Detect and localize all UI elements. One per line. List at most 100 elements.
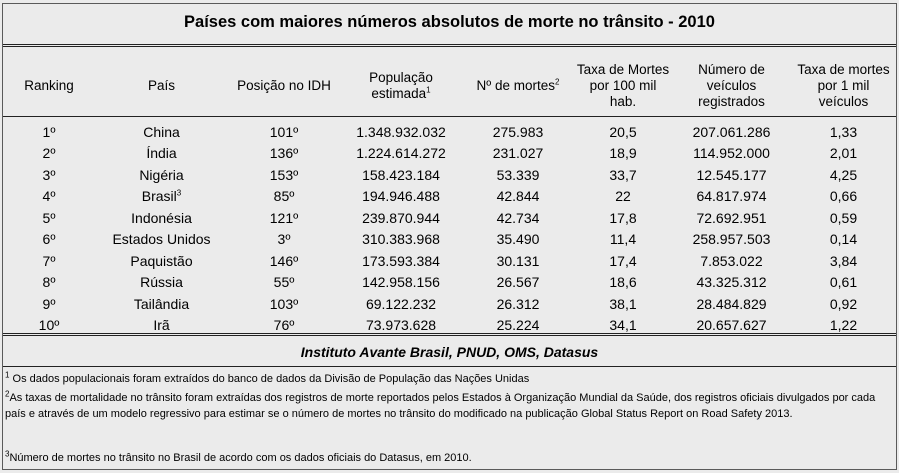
cell-rank-text: 5º bbox=[42, 209, 56, 226]
footnote-3-text: Número de mortes no trânsito no Brasil d… bbox=[9, 452, 472, 464]
cell-veiculos: 114.952.000 bbox=[672, 143, 791, 165]
cell-mortes-text: 53.339 bbox=[496, 166, 540, 183]
cell-rank-text: 8º bbox=[42, 274, 56, 291]
cell-populacao-text: 142.958.156 bbox=[362, 274, 440, 291]
cell-rank: 1º bbox=[3, 117, 95, 143]
cell-taxa-veic: 2,01 bbox=[791, 143, 896, 165]
cell-taxa-veic-text: 4,25 bbox=[829, 166, 858, 183]
cell-pais: Paquistão bbox=[95, 250, 228, 272]
header-populacao: População estimada1 bbox=[340, 55, 462, 117]
cell-taxa-veic-text: 0,14 bbox=[829, 231, 858, 248]
cell-mortes: 53.339 bbox=[462, 164, 574, 186]
cell-rank-text: 6º bbox=[42, 231, 56, 248]
table-frame: Países com maiores números absolutos de … bbox=[2, 3, 897, 470]
cell-pais: Indonésia bbox=[95, 207, 228, 229]
cell-pais: Brasil3 bbox=[95, 186, 228, 208]
cell-populacao: 158.423.184 bbox=[340, 164, 462, 186]
cell-taxa100: 18,9 bbox=[574, 143, 672, 165]
cell-pais-text: Irã bbox=[153, 317, 170, 334]
table-row: 8º Rússia 55º 142.958.156 26.567 18,6 43.325.3… bbox=[3, 272, 896, 294]
cell-pais-text: Rússia bbox=[140, 274, 183, 291]
cell-veiculos-text: 43.325.312 bbox=[696, 274, 767, 291]
cell-populacao-text: 1.348.932.032 bbox=[356, 123, 446, 140]
table-title: Países com maiores números absolutos de … bbox=[184, 13, 715, 31]
header-populacao-label: População estimada bbox=[369, 70, 433, 101]
cell-rank: 2º bbox=[3, 143, 95, 165]
cell-idh: 101º bbox=[228, 117, 340, 143]
cell-rank-text: 9º bbox=[42, 295, 56, 312]
cell-populacao: 173.593.384 bbox=[340, 250, 462, 272]
cell-mortes: 275.983 bbox=[462, 117, 574, 143]
header-populacao-sup: 1 bbox=[426, 85, 431, 95]
cell-populacao: 69.122.232 bbox=[340, 293, 462, 315]
footnote-1: 1 Os dados populacionais foram extraídos… bbox=[5, 371, 890, 387]
cell-taxa100: 22 bbox=[574, 186, 672, 208]
cell-veiculos-text: 72.692.951 bbox=[696, 209, 767, 226]
cell-pais: Nigéria bbox=[95, 164, 228, 186]
footnote-1-text: Os dados populacionais foram extraídos d… bbox=[9, 373, 530, 385]
cell-taxa-veic-text: 0,66 bbox=[829, 188, 858, 205]
footnote-2: 2As taxas de mortalidade no trânsito for… bbox=[5, 390, 890, 422]
cell-taxa100-text: 34,1 bbox=[609, 317, 637, 334]
cell-populacao-text: 1.224.614.272 bbox=[356, 145, 446, 162]
cell-taxa100-text: 33,7 bbox=[609, 166, 637, 183]
header-mortes: Nº de mortes2 bbox=[462, 55, 574, 117]
cell-mortes-text: 26.567 bbox=[496, 274, 540, 291]
cell-taxa-veic-text: 0,92 bbox=[829, 295, 858, 312]
cell-idh-text: 85º bbox=[273, 188, 295, 205]
footnote-2-sup: 2 bbox=[5, 389, 10, 399]
cell-veiculos: 258.957.503 bbox=[672, 229, 791, 251]
cell-taxa-veic: 0,59 bbox=[791, 207, 896, 229]
cell-idh: 55º bbox=[228, 272, 340, 294]
cell-idh-text: 3º bbox=[277, 231, 291, 248]
cell-idh-text: 55º bbox=[273, 274, 295, 291]
cell-veiculos: 7.853.022 bbox=[672, 250, 791, 272]
cell-rank-text: 2º bbox=[42, 145, 56, 162]
cell-populacao-text: 69.122.232 bbox=[365, 295, 437, 312]
cell-pais-text: Brasil bbox=[141, 188, 177, 205]
table-row: 10º Irã 76º 73.973.628 25.224 34,1 20.657.627 1… bbox=[3, 315, 896, 337]
table-row: 4º Brasil3 85º 194.946.488 42.844 22 64.817.97… bbox=[3, 186, 896, 208]
table-bottom-rule bbox=[3, 333, 896, 336]
cell-populacao: 194.946.488 bbox=[340, 186, 462, 208]
cell-taxa100-text: 18,9 bbox=[609, 145, 637, 162]
cell-veiculos: 20.657.627 bbox=[672, 315, 791, 337]
cell-veiculos: 12.545.177 bbox=[672, 164, 791, 186]
header-pais: País bbox=[147, 78, 175, 93]
cell-mortes: 26.312 bbox=[462, 293, 574, 315]
cell-taxa100-text: 38,1 bbox=[609, 295, 637, 312]
cell-mortes: 30.131 bbox=[462, 250, 574, 272]
cell-populacao-text: 239.870.944 bbox=[362, 209, 440, 226]
table-row: 3º Nigéria 153º 158.423.184 53.339 33,7 12.545… bbox=[3, 164, 896, 186]
cell-rank: 8º bbox=[3, 272, 95, 294]
cell-populacao-text: 158.423.184 bbox=[362, 166, 440, 183]
table-row: 6º Estados Unidos 3º 310.383.968 35.490 11,4 2… bbox=[3, 229, 896, 251]
cell-taxa100-text: 22 bbox=[615, 188, 631, 205]
table-row: 1º China 101º 1.348.932.032 275.983 20,5 207.0… bbox=[3, 117, 896, 143]
cell-taxa-veic-text: 1,22 bbox=[829, 317, 858, 334]
cell-veiculos-text: 7.853.022 bbox=[700, 252, 763, 269]
cell-taxa-veic-text: 3,84 bbox=[829, 252, 858, 269]
cell-rank-text: 7º bbox=[42, 252, 56, 269]
cell-idh: 76º bbox=[228, 315, 340, 337]
cell-idh-text: 103º bbox=[269, 295, 299, 312]
cell-taxa100: 33,7 bbox=[574, 164, 672, 186]
cell-pais-text: Estados Unidos bbox=[112, 231, 211, 248]
footnote-2-text: As taxas de mortalidade no trânsito fora… bbox=[5, 392, 876, 420]
cell-veiculos: 28.484.829 bbox=[672, 293, 791, 315]
footnote-3-sup: 3 bbox=[5, 449, 10, 459]
cell-veiculos: 43.325.312 bbox=[672, 272, 791, 294]
cell-taxa-veic: 3,84 bbox=[791, 250, 896, 272]
cell-taxa-veic: 1,22 bbox=[791, 315, 896, 337]
table-body: 1º China 101º 1.348.932.032 275.983 20,5 207.0… bbox=[3, 117, 896, 336]
cell-taxa100: 18,6 bbox=[574, 272, 672, 294]
cell-mortes: 42.734 bbox=[462, 207, 574, 229]
cell-idh-text: 146º bbox=[269, 252, 299, 269]
cell-pais: Rússia bbox=[95, 272, 228, 294]
cell-mortes: 26.567 bbox=[462, 272, 574, 294]
deaths-table: Ranking País Posição no IDH População es… bbox=[3, 55, 896, 336]
cell-taxa-veic: 0,92 bbox=[791, 293, 896, 315]
cell-idh: 153º bbox=[228, 164, 340, 186]
cell-pais-sup: 3 bbox=[176, 188, 182, 198]
cell-pais: Tailândia bbox=[95, 293, 228, 315]
